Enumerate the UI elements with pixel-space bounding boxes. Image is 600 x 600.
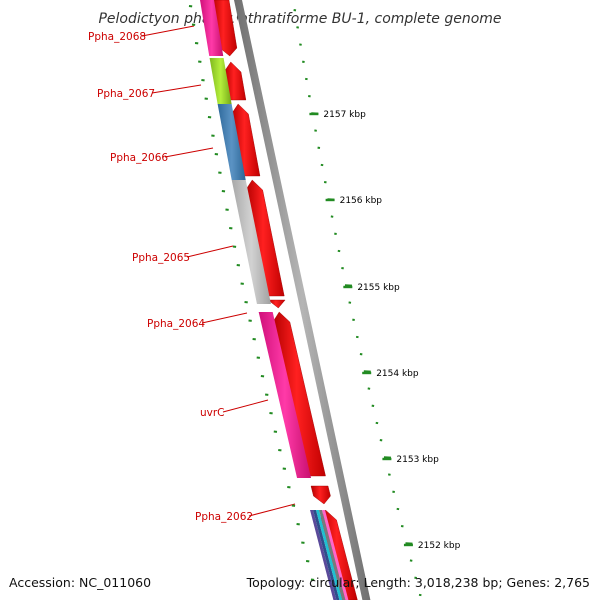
- gene-stripe-5: [322, 510, 349, 600]
- scale-label: 2154 kbp: [376, 369, 419, 379]
- gene-block-5: [258, 312, 312, 478]
- backbone-gap: [229, 0, 362, 600]
- cds-arrow-5: [267, 299, 286, 309]
- cds-arrow-7: [310, 485, 331, 505]
- gene-label: uvrC: [200, 407, 225, 419]
- gene-block-1: [200, 0, 224, 56]
- accession-label: Accession: NC_011060: [9, 575, 152, 590]
- scale-label: 2153 kbp: [396, 455, 439, 465]
- gene-stripe-3: [316, 510, 343, 600]
- gene-stripe-4: [319, 510, 346, 600]
- gene-leader-line: [248, 503, 296, 517]
- gene-leader-line: [222, 399, 269, 413]
- cds-track: [211, 0, 358, 600]
- gene-leader-line: [186, 245, 234, 258]
- backbone-outer: [234, 0, 371, 600]
- gene-leader-line: [201, 312, 248, 324]
- gene-stripe-2: [313, 510, 340, 600]
- gene-block-3: [217, 104, 246, 180]
- map-title: Pelodictyon phaeoclathratiforme BU-1, co…: [98, 11, 501, 27]
- gene-label: Ppha_2065: [132, 252, 190, 264]
- backbone-layer: [229, 0, 371, 600]
- gene-track: [200, 0, 349, 600]
- gene-label: Ppha_2068: [88, 31, 146, 43]
- gene-label: Ppha_2067: [97, 88, 155, 100]
- scale-ticks: 2157 kbp 2156 kbp 2155 kbp 2154 kbp 2153 kbp…: [188, 5, 461, 597]
- gene-leader-line: [164, 147, 214, 158]
- scale-label: 2152 kbp: [418, 541, 461, 551]
- gene-leader-line: [151, 84, 202, 94]
- gene-block-4: [231, 180, 271, 304]
- gene-stripe-1: [310, 510, 337, 600]
- genome-summary: Topology: circular; Length: 3,018,238 bp…: [246, 575, 590, 590]
- scale-label: 2156 kbp: [340, 196, 383, 206]
- gene-leader-line: [141, 25, 195, 37]
- label-leaders: Ppha_2068 Ppha_2067 Ppha_2066 Ppha_2065 Ppha…: [88, 25, 296, 523]
- scale-label: 2155 kbp: [357, 283, 400, 293]
- gene-block-2: [209, 58, 232, 104]
- gene-label: Ppha_2066: [110, 152, 168, 164]
- gene-label: Ppha_2064: [147, 318, 205, 330]
- scale-label: 2157 kbp: [323, 110, 366, 120]
- gene-label: Ppha_2062: [195, 511, 253, 523]
